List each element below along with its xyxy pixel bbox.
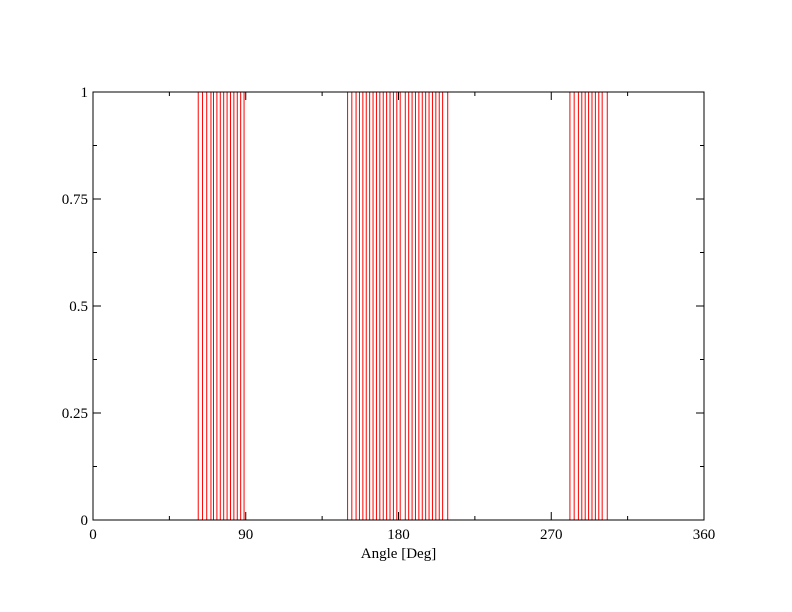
y-tick-label: 0.5 bbox=[69, 299, 88, 315]
bars-layer bbox=[197, 92, 608, 520]
x-axis-title: Angle [Deg] bbox=[361, 546, 436, 562]
y-tick-label: 0.25 bbox=[62, 406, 88, 422]
y-tick-label: 0 bbox=[81, 513, 89, 529]
y-tick-label: 1 bbox=[81, 85, 89, 101]
ticks-layer bbox=[92, 91, 705, 521]
tick-labels-layer: 0 90 180 270 360 0 0.25 0.5 0.75 1 bbox=[62, 85, 716, 543]
x-tick-label: 0 bbox=[89, 527, 97, 543]
plot-frame bbox=[92, 91, 705, 521]
x-tick-label: 360 bbox=[693, 527, 716, 543]
x-tick-label: 180 bbox=[387, 527, 410, 543]
y-tick-label: 0.75 bbox=[62, 192, 88, 208]
x-tick-label: 270 bbox=[540, 527, 563, 543]
x-tick-label: 90 bbox=[238, 527, 253, 543]
